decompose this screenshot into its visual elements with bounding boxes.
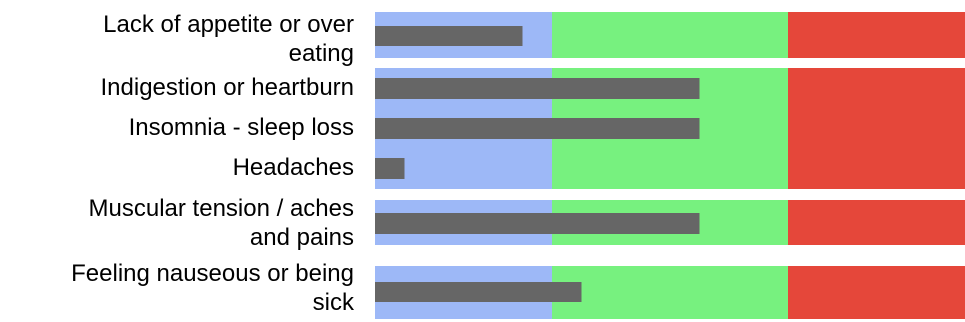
bar (375, 78, 700, 99)
zone-band-medium (552, 151, 788, 189)
category-label-line: Muscular tension / aches (88, 195, 354, 222)
chart-row (375, 109, 965, 151)
bar (375, 282, 582, 302)
category-label-line: Indigestion or heartburn (100, 74, 355, 101)
category-label: Headaches (233, 153, 354, 182)
bar (375, 213, 700, 234)
category-label-line: sick (312, 289, 354, 316)
chart-row (375, 151, 965, 189)
bar (375, 158, 405, 179)
chart-row (375, 68, 965, 109)
chart-row (375, 200, 965, 245)
zone-band-high (788, 109, 965, 151)
chart-row (375, 12, 965, 58)
zone-band-high (788, 151, 965, 189)
category-label: Muscular tension / aches and pains (89, 194, 354, 252)
zone-band-high (788, 266, 965, 319)
category-label: Lack of appetite or over eating (103, 10, 354, 68)
category-label: Insomnia - sleep loss (129, 113, 354, 142)
zone-band-medium (552, 266, 788, 319)
zone-band-medium (552, 12, 788, 58)
bar (375, 26, 523, 46)
category-label-line: eating (288, 40, 354, 67)
zone-band-high (788, 12, 965, 58)
category-label-line: Lack of appetite or over (103, 11, 354, 38)
category-label: Indigestion or heartburn (101, 73, 355, 102)
bar (375, 118, 700, 139)
category-label-line: Insomnia - sleep loss (128, 114, 354, 141)
zone-band-high (788, 68, 965, 109)
category-label-line: Feeling nauseous or being (71, 260, 354, 287)
category-label: Feeling nauseous or being sick (71, 259, 354, 317)
chart-row (375, 266, 965, 319)
zone-band-high (788, 200, 965, 245)
category-label-line: and pains (249, 224, 354, 251)
category-label-line: Headaches (232, 154, 354, 181)
